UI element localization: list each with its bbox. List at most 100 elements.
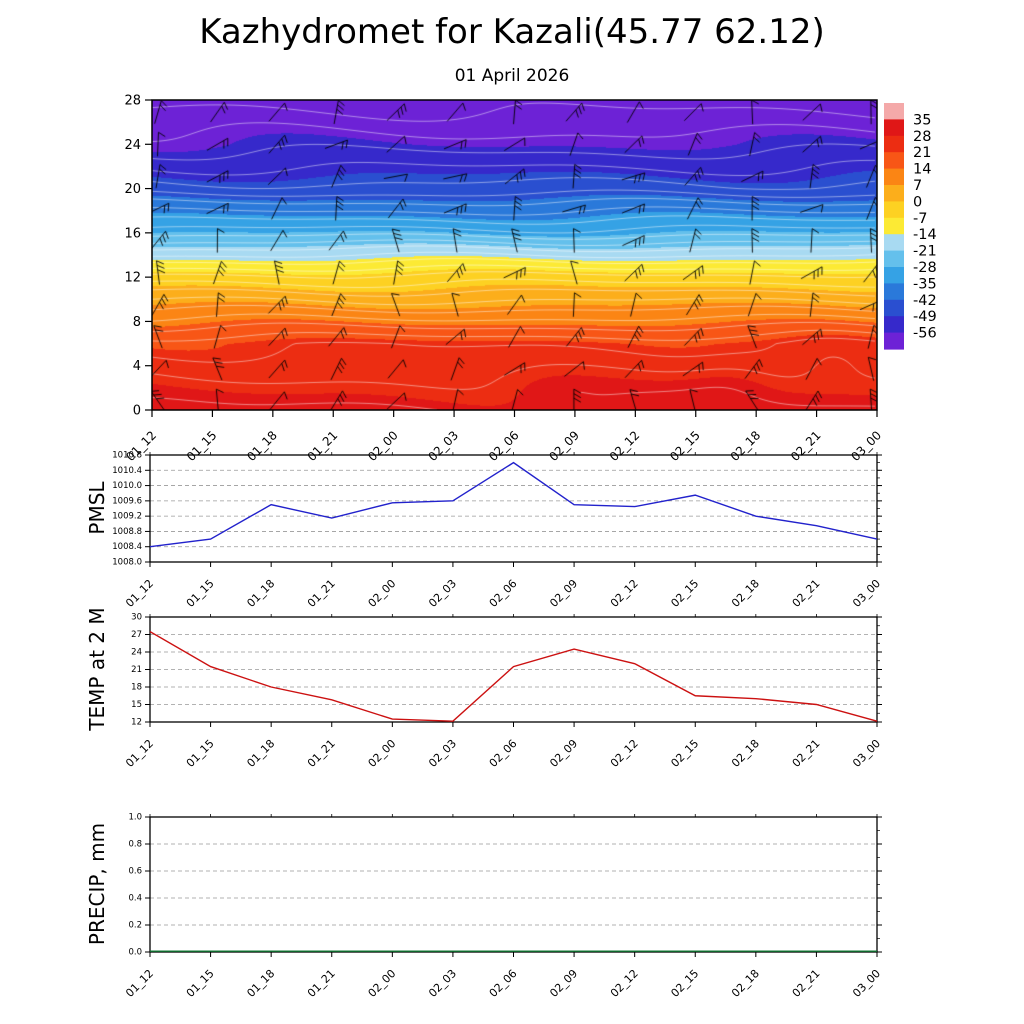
colorbar-band xyxy=(884,316,904,334)
y-tick-label: 0.4 xyxy=(128,894,142,904)
x-tick-label: 02_03 xyxy=(426,967,459,1000)
colorbar-label: -14 xyxy=(913,227,937,243)
y-tick-label: 30 xyxy=(131,613,142,623)
x-tick-label: 02_12 xyxy=(607,428,643,464)
y-tick-label: 1010.8 xyxy=(112,451,142,461)
x-tick-label: 02_06 xyxy=(486,428,522,464)
x-tick-label: 02_00 xyxy=(366,577,399,610)
y-tick-label: 24 xyxy=(124,138,141,153)
y-tick-label: 27 xyxy=(131,630,142,640)
colorbar-band xyxy=(884,119,904,137)
x-tick-label: 02_03 xyxy=(426,577,459,610)
page-title: Kazhydromet for Kazali(45.77 62.12) xyxy=(199,12,825,52)
x-tick-label: 01_18 xyxy=(244,737,277,770)
x-tick-label: 02_12 xyxy=(608,967,641,1000)
pmsl-panel: 1008.0 1008.4 1008.8 1009.2 1009.6 1010.0 1010… xyxy=(112,451,883,610)
colorbar-band xyxy=(884,267,904,284)
x-tick-label: 02_09 xyxy=(547,737,580,770)
colorbar-band xyxy=(884,135,904,153)
x-tick-label: 01_12 xyxy=(123,577,156,610)
y-tick-label: 0.0 xyxy=(128,948,142,958)
x-tick-label: 03_00 xyxy=(848,428,884,464)
x-tick-label: 02_06 xyxy=(487,577,520,610)
x-tick-label: 02_18 xyxy=(729,737,762,770)
x-tick-label: 01_15 xyxy=(184,967,217,1000)
x-tick-label: 02_21 xyxy=(790,967,823,1000)
x-tick-label: 01_15 xyxy=(184,577,217,610)
colorbar-label: -42 xyxy=(913,293,937,309)
x-tick-label: 01_18 xyxy=(244,967,277,1000)
x-tick-label: 02_09 xyxy=(546,428,582,464)
x-tick-label: 02_21 xyxy=(788,428,824,464)
colorbar-band xyxy=(884,234,904,252)
colorbar-label: -7 xyxy=(913,211,927,227)
colorbar-band xyxy=(884,217,904,235)
x-tick-label: 01_18 xyxy=(244,428,280,464)
x-tick-label: 02_15 xyxy=(668,967,701,1000)
x-tick-label: 02_15 xyxy=(668,577,701,610)
y-tick-label: 12 xyxy=(131,718,142,728)
precip-axis-label: PRECIP, mm xyxy=(85,822,109,946)
colorbar-label: -21 xyxy=(913,244,937,260)
colorbar-label: -28 xyxy=(913,260,937,276)
x-tick-label: 02_03 xyxy=(426,737,459,770)
y-tick-label: 8 xyxy=(133,315,141,330)
colorbar-band xyxy=(884,168,904,186)
x-tick-label: 01_21 xyxy=(305,577,338,610)
y-tick-label: 4 xyxy=(133,359,141,374)
y-tick-label: 0.8 xyxy=(128,840,142,850)
x-tick-label: 02_15 xyxy=(667,428,703,464)
panel-border xyxy=(149,454,878,563)
x-tick-label: 03_00 xyxy=(850,737,883,770)
x-tick-label: 02_15 xyxy=(668,737,701,770)
colorbar-band xyxy=(884,283,904,301)
y-tick-label: 24 xyxy=(131,648,142,658)
temp-axis-label: TEMP at 2 M xyxy=(85,607,109,731)
x-tick-label: 03_00 xyxy=(850,967,883,1000)
x-tick-label: 02_21 xyxy=(790,577,823,610)
x-tick-label: 02_18 xyxy=(729,577,762,610)
x-tick-label: 02_09 xyxy=(547,967,580,1000)
x-tick-label: 02_00 xyxy=(366,967,399,1000)
x-tick-label: 03_00 xyxy=(850,577,883,610)
x-tick-label: 01_15 xyxy=(184,737,217,770)
colorbar-band xyxy=(884,185,904,202)
colorbar-band xyxy=(884,299,904,317)
y-tick-label: 1010.4 xyxy=(112,466,142,476)
y-tick-label: 1008.4 xyxy=(112,542,142,552)
temp-2m-line xyxy=(149,630,878,722)
colorbar-band xyxy=(884,201,904,219)
colorbar-label: 0 xyxy=(913,194,922,210)
pmsl-line xyxy=(149,461,878,548)
colorbar-label: 14 xyxy=(913,162,931,178)
x-tick-label: 02_00 xyxy=(366,737,399,770)
cross-section-heatmap xyxy=(152,100,877,410)
colorbar-band xyxy=(884,250,904,268)
x-tick-label: 02_12 xyxy=(608,737,641,770)
x-tick-label: 02_06 xyxy=(487,967,520,1000)
panel-border xyxy=(149,816,878,953)
date-subtitle: 01 April 2026 xyxy=(454,66,570,86)
cross-section-border xyxy=(151,99,878,411)
y-tick-label: 0.6 xyxy=(128,867,142,877)
colorbar-label: -35 xyxy=(913,276,937,292)
y-tick-label: 1009.2 xyxy=(112,512,142,522)
y-tick-label: 1008.0 xyxy=(112,558,142,568)
x-tick-label: 01_18 xyxy=(244,577,277,610)
y-tick-label: 0.2 xyxy=(128,921,142,931)
x-tick-label: 01_12 xyxy=(123,967,156,1000)
y-tick-label: 16 xyxy=(124,226,141,241)
x-tick-label: 02_06 xyxy=(487,737,520,770)
colorbar-label: -56 xyxy=(913,326,937,342)
y-tick-label: 1010.0 xyxy=(112,481,142,491)
x-tick-label: 02_18 xyxy=(728,428,764,464)
y-tick-label: 28 xyxy=(124,94,141,109)
x-tick-label: 01_15 xyxy=(184,428,220,464)
x-tick-label: 01_21 xyxy=(305,737,338,770)
colorbar-label: 28 xyxy=(913,129,931,145)
temp-2m-panel: 12 15 18 21 24 27 30 01_12 01_15 01_18 01_21 02_00 0… xyxy=(123,613,883,770)
